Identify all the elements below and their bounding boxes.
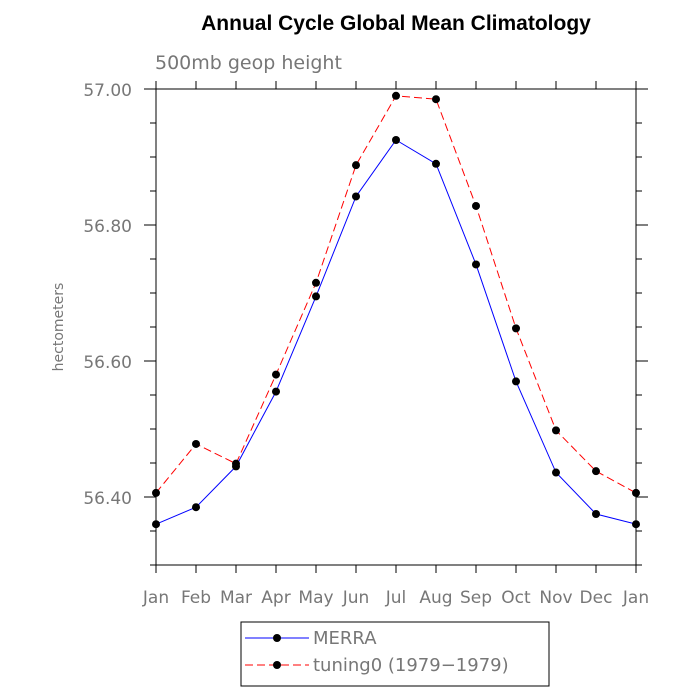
x-tick-label: Jul	[385, 588, 407, 608]
data-point	[392, 91, 400, 100]
legend-swatch-marker	[273, 661, 281, 669]
x-tick-label: Jan	[142, 588, 169, 608]
y-tick-label: 56.40	[83, 489, 132, 509]
x-tick-label: Apr	[261, 588, 290, 608]
y-tick-label: 56.60	[83, 353, 132, 373]
data-point	[272, 370, 280, 379]
axes: 56.40 56.60 56.80 57.00 Jan Feb Mar Apr May Jun Ju…	[83, 81, 649, 608]
x-tick-label: Sep	[460, 588, 492, 608]
x-tick-label: Dec	[580, 588, 613, 608]
data-point	[472, 201, 480, 210]
data-point	[312, 278, 320, 287]
data-point	[632, 520, 640, 529]
series-line	[155, 139, 637, 525]
data-point	[432, 159, 440, 168]
y-tick-label: 57.00	[83, 81, 132, 101]
data-point	[152, 488, 160, 497]
x-tick-label: Nov	[539, 588, 572, 608]
data-point	[392, 136, 400, 144]
data-point	[272, 387, 280, 396]
y-tick-label: 56.80	[83, 217, 132, 237]
chart-subtitle: 500mb geop height	[155, 52, 342, 74]
plot-frame	[155, 88, 637, 566]
legend-box	[240, 621, 550, 687]
x-tick-label: Mar	[220, 588, 252, 608]
data-point	[592, 510, 600, 518]
data-point	[312, 292, 320, 301]
x-tick-label: Feb	[181, 588, 211, 608]
data-point	[592, 467, 600, 476]
data-point	[152, 520, 160, 529]
x-tick-label: Jan	[622, 588, 649, 608]
data-point	[512, 324, 520, 333]
series-line	[155, 95, 637, 494]
legend-label: MERRA	[313, 628, 377, 649]
x-tick-label: May	[298, 588, 333, 608]
data-point	[192, 503, 200, 512]
legend-label: tuning0 (1979−1979)	[313, 655, 509, 676]
legend: MERRA tuning0 (1979−1979)	[240, 621, 550, 687]
data-point	[512, 377, 520, 386]
data-point	[232, 459, 240, 468]
x-tick-label: Jun	[342, 588, 370, 608]
data-point	[632, 488, 640, 497]
y-axis-label: hectometers	[51, 283, 67, 372]
data-point	[352, 161, 360, 170]
data-point	[432, 95, 440, 104]
data-point	[352, 192, 360, 201]
plot-series	[152, 91, 640, 529]
x-tick-label: Oct	[501, 588, 531, 608]
data-point	[472, 260, 480, 269]
x-tick-label: Aug	[419, 588, 452, 608]
data-point	[552, 426, 560, 435]
data-point	[192, 439, 200, 448]
chart-title: Annual Cycle Global Mean Climatology	[201, 12, 591, 35]
legend-swatch-marker	[273, 634, 281, 642]
data-point	[552, 468, 560, 477]
